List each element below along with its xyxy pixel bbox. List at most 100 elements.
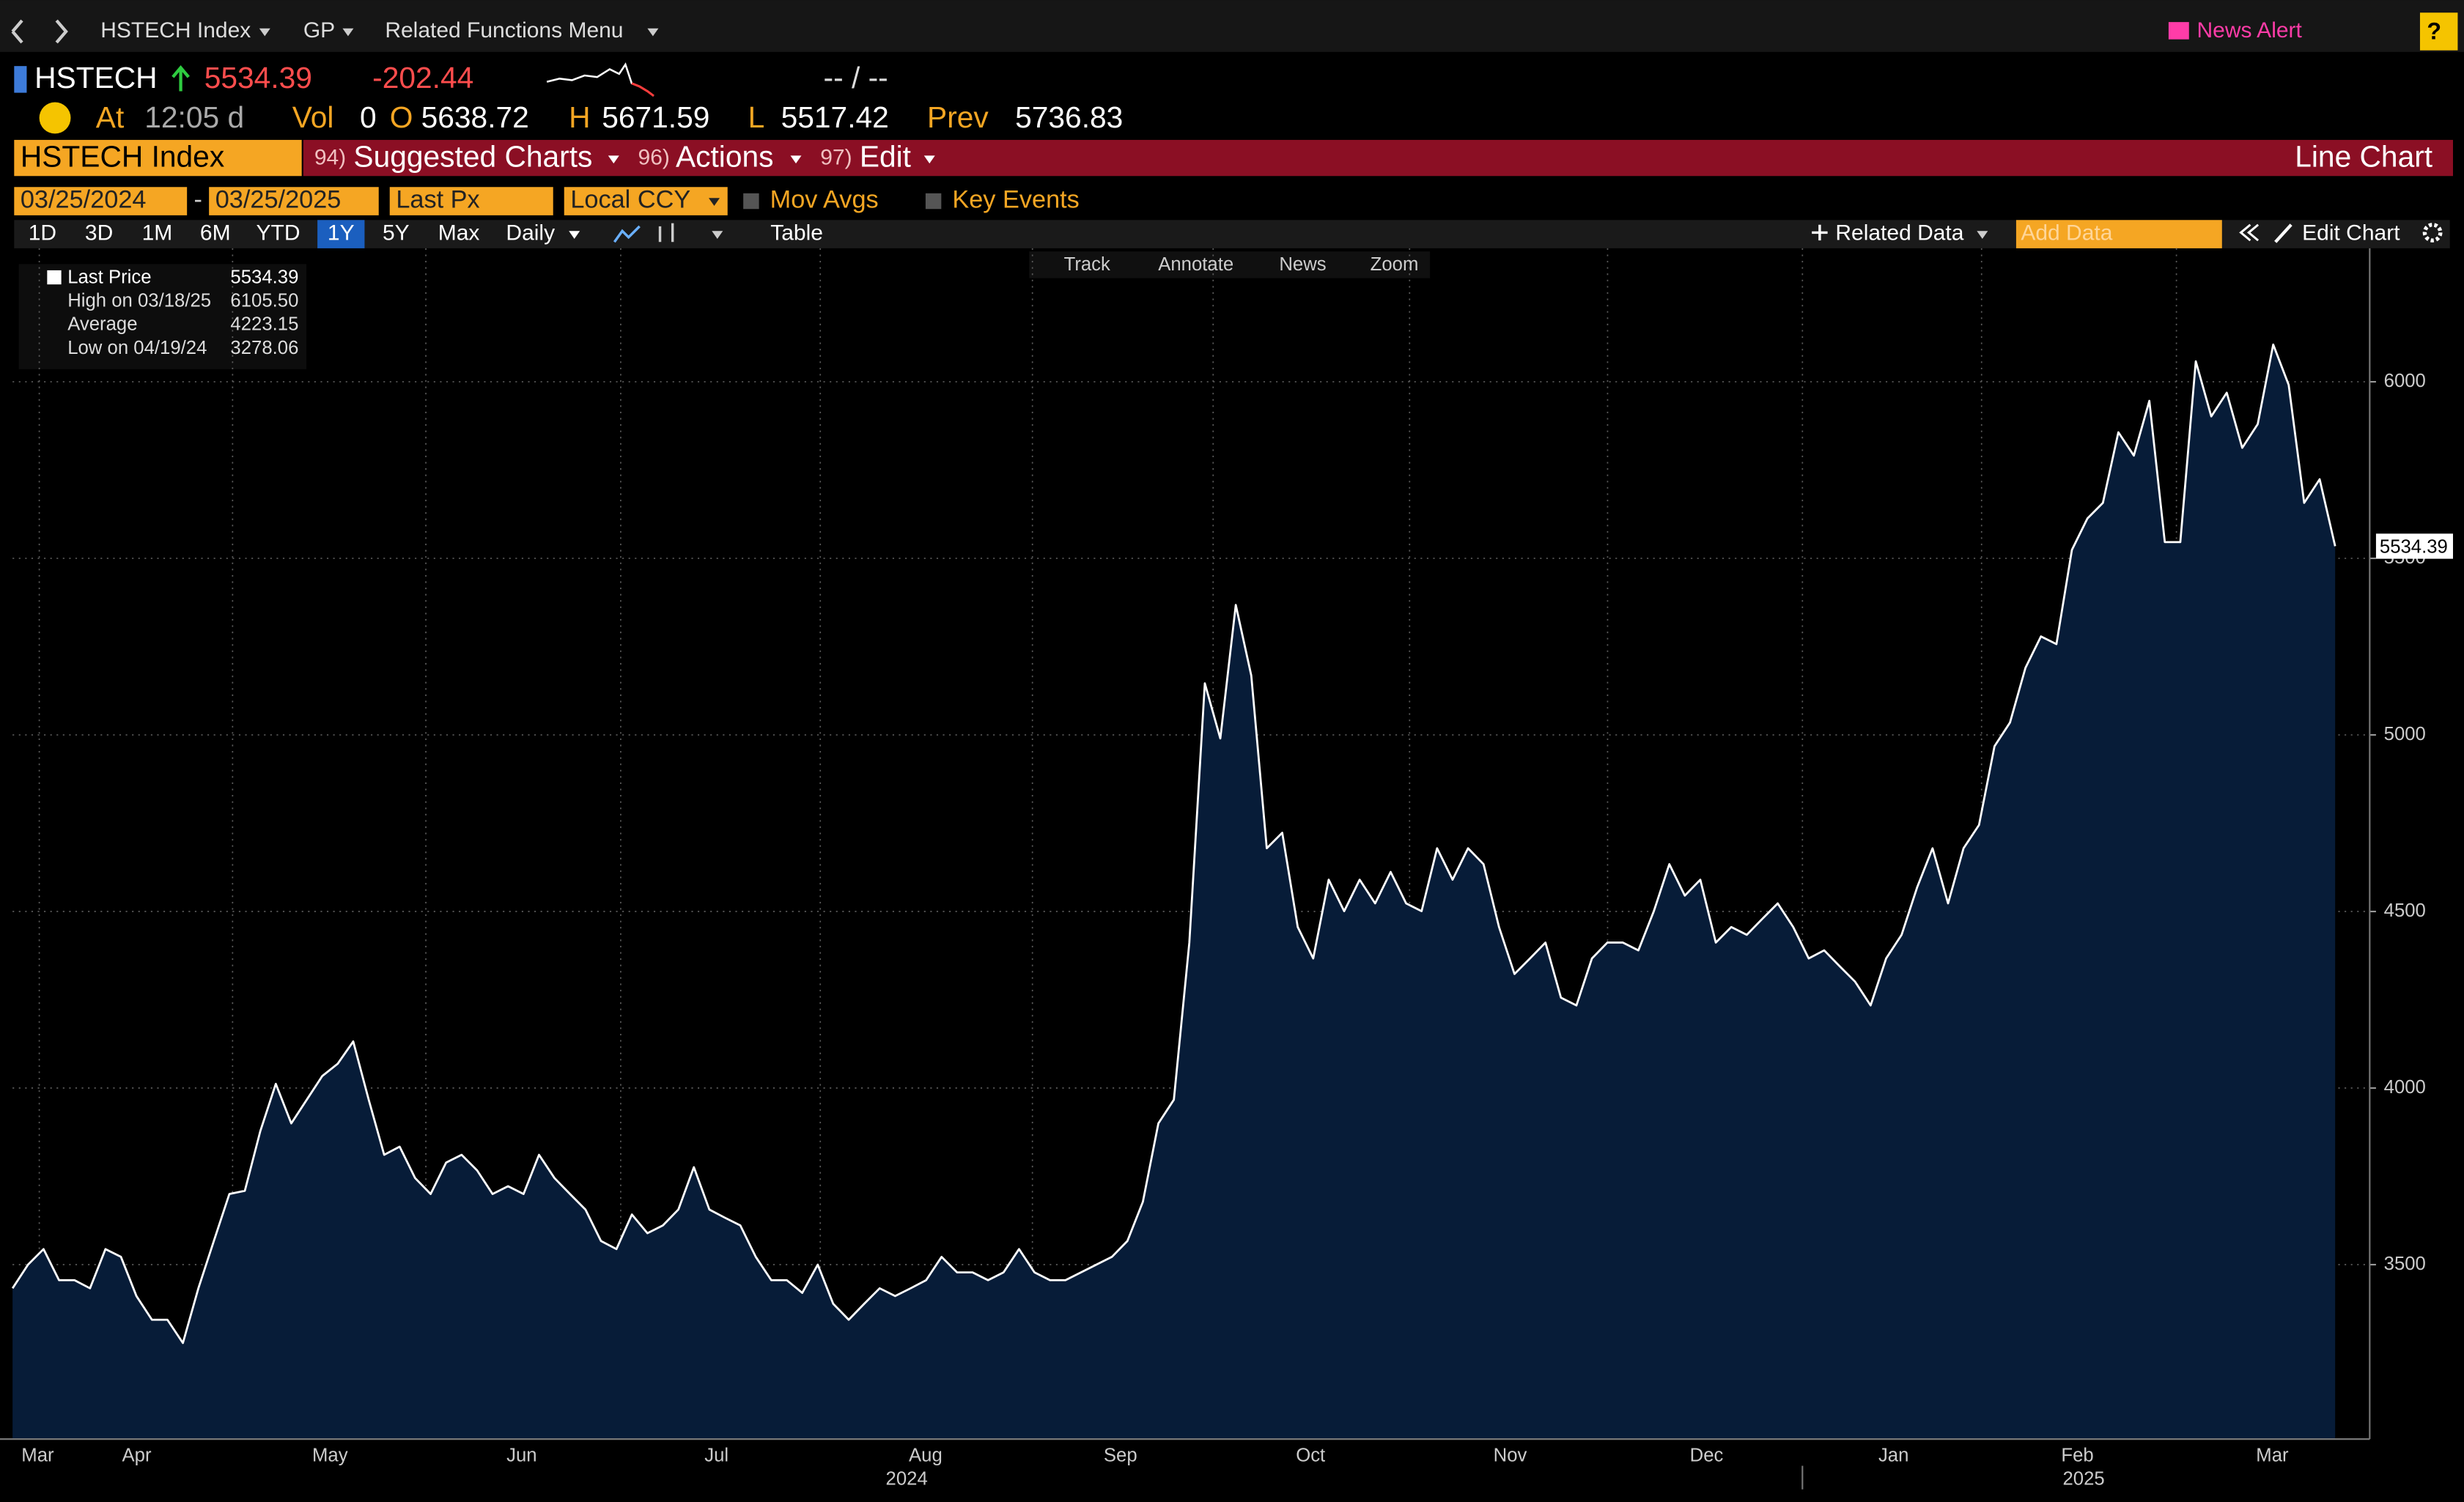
help[interactable]: ? [2427,18,2441,45]
field-box[interactable] [389,187,553,215]
legend-label: Last Price [67,267,151,287]
quote-prev: 5736.83 [1015,100,1123,134]
period-button[interactable]: Max [438,221,480,245]
function-actions[interactable]: Actions [676,139,774,173]
currency[interactable]: Local CCY [570,186,690,214]
quote-vol-label: Vol [292,100,334,134]
mov-avgs[interactable]: Mov Avgs [770,186,879,214]
chart-tool[interactable]: Annotate [1158,254,1233,275]
quote-open-label: O [390,100,413,134]
period-button[interactable]: 3D [85,221,113,245]
x-tick-label: Oct [1296,1446,1325,1466]
y-tick-label: 5000 [2384,724,2426,744]
function-code: 97) [820,146,852,170]
ticker-flag [14,66,27,93]
plus-icon [1812,224,1828,241]
dropdown-arrow[interactable] [608,155,619,164]
news-alert[interactable]: News Alert [2196,18,2302,42]
quote-low-label: L [748,100,765,134]
x-tick-label: Aug [909,1446,943,1466]
help-box[interactable] [2419,12,2458,51]
gear-icon[interactable] [2422,223,2443,243]
pencil-icon [2274,223,2293,243]
quote-high-label: H [569,100,590,134]
dropdown-arrow[interactable] [647,28,659,37]
end-date-box[interactable] [209,187,379,215]
nav-arrows[interactable] [11,19,68,44]
mov-avgs-checkbox[interactable] [743,193,759,210]
price-line [11,343,2336,1344]
start-date-box[interactable] [14,187,188,215]
line-chart-icon[interactable] [613,225,641,243]
related-functions-menu[interactable]: Related Functions Menu [385,18,623,42]
x-tick-label: Dec [1690,1446,1724,1466]
x-tick-label: Nov [1494,1446,1527,1466]
legend-swatch [47,270,62,285]
dropdown-arrow[interactable] [709,198,720,206]
x-tick-label: Sep [1104,1446,1137,1466]
labels: HSTECH Index GP Related Functions Menu News… [21,18,2441,358]
related-data[interactable]: Related Data [1835,221,1963,245]
period-button[interactable]: YTD [257,221,300,245]
period-button[interactable]: 1Y [328,221,355,245]
dropdown-arrow[interactable] [259,28,270,37]
gp-menu[interactable]: GP [303,18,335,42]
function-edit[interactable]: Edit [860,139,912,173]
field[interactable]: Last Px [396,186,479,214]
legend-box [18,264,307,369]
period-button[interactable]: 1M [142,221,173,245]
period-button[interactable]: 5Y [383,221,410,245]
x-tick-label: Jul [704,1446,728,1466]
security-box[interactable] [14,139,302,177]
end-date[interactable]: 03/25/2025 [215,186,342,214]
dropdown-arrow[interactable] [923,155,935,164]
up-arrow [171,64,190,92]
quote-at-label: At [96,100,125,134]
legend-value: 5534.39 [230,267,298,287]
table-button[interactable]: Table [770,221,823,245]
collapse-icon[interactable] [2239,223,2260,242]
dropdown-arrow[interactable] [790,155,802,164]
y-tick-label: 3500 [2384,1254,2426,1274]
legend-label: High on 03/18/25 [67,291,211,311]
key-events[interactable]: Key Events [952,186,1079,214]
period-button[interactable]: 1D [29,221,56,245]
add-data-box[interactable] [2015,220,2222,248]
bar-chart-icon[interactable] [658,223,674,243]
function-code: 94) [314,146,346,170]
add-data[interactable]: Add Data [2021,221,2112,245]
chart-tool[interactable]: News [1279,254,1326,275]
quote-volume: 0 [360,100,377,134]
sparkline-tail [631,82,654,97]
dropdown-arrow[interactable] [342,28,354,37]
function-suggested[interactable]: Suggested Charts [353,139,592,173]
chart-tool[interactable]: Zoom [1371,254,1419,275]
dropdown-arrow[interactable] [569,231,580,240]
security-menu[interactable]: HSTECH Index [100,18,251,42]
edit-chart[interactable]: Edit Chart [2302,221,2400,245]
quote-open: 5638.72 [421,100,529,134]
period-button[interactable]: 6M [200,221,231,245]
date-separator: - [193,186,202,214]
last-price-label: 5534.39 [2380,536,2448,557]
key-events-checkbox[interactable] [925,193,942,210]
frequency[interactable]: Daily [506,221,555,245]
x-tick-label: Jan [1878,1446,1908,1466]
chart: 3500400045005000550060005534.39MarAprMay… [0,248,2453,1490]
x-tick-label: Mar [2256,1446,2289,1466]
x-tick-label: May [312,1446,348,1466]
currency-box[interactable] [564,187,728,215]
dropdown-arrow[interactable] [712,231,723,240]
dropdown-arrow[interactable] [1977,231,1988,240]
x-tick-label: Jun [506,1446,536,1466]
start-date[interactable]: 03/25/2024 [21,186,147,214]
net-change: -202.44 [372,61,473,95]
alert-icon[interactable] [39,102,71,134]
security-field[interactable]: HSTECH Index [21,139,224,173]
legend-label: Low on 04/19/24 [67,338,207,358]
y-tick-label: 4000 [2384,1077,2426,1098]
year-label: 2024 [886,1469,928,1490]
chart-tool[interactable]: Track [1064,254,1110,275]
mail-icon[interactable] [2168,22,2189,40]
